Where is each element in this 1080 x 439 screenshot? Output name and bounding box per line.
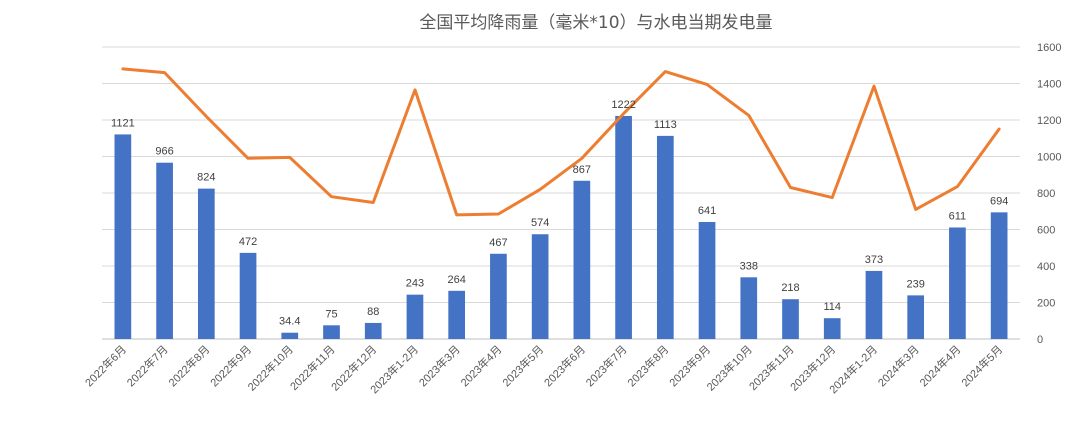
bar-data-label: 34.4 [279,316,300,328]
x-tick-label: 2023年4月 [457,342,504,389]
bar-data-label: 243 [406,278,424,290]
x-tick-label: 2024年3月 [875,342,922,389]
x-tick-label: 2023年8月 [624,342,671,389]
bar-data-label: 239 [907,278,925,290]
bar [740,277,758,339]
bar [156,162,173,339]
bar [698,222,716,339]
bar-data-label: 611 [949,210,967,222]
right-axis-tick-label: 1000 [1037,152,1061,164]
right-axis-tick-label: 200 [1037,298,1055,310]
bar [573,180,591,339]
bar [406,294,424,339]
bar [656,135,674,339]
line-path [121,67,1001,217]
right-axis-tick-label: 400 [1037,261,1055,273]
bar [531,234,549,339]
right-axis-tick-label: 1200 [1037,115,1061,127]
bar [490,253,507,339]
bar-data-label: 218 [781,282,799,294]
bar-data-label: 373 [865,254,883,266]
right-axis-tick-label: 1600 [1037,42,1061,54]
right-axis: 0 200 400 600 800 1000 1200 1400 1600 [1037,42,1061,346]
bar-data-label: 574 [531,217,549,229]
bar [865,270,883,339]
bar [615,115,632,339]
bar-data-label: 966 [155,146,173,158]
line-series [121,67,1001,217]
x-tick-label: 2024年4月 [916,342,963,389]
x-tick-label: 2022年8月 [165,342,212,389]
x-tick-label: 2023年6月 [541,342,588,389]
bar [990,212,1008,339]
x-tick-label: 2022年9月 [207,342,254,389]
bar [823,318,841,339]
bar-data-label: 1113 [654,119,677,131]
right-axis-tick-label: 1400 [1037,79,1061,91]
right-axis-tick-label: 0 [1037,334,1043,346]
right-axis-tick-label: 800 [1037,188,1055,200]
bar-series [114,115,1008,339]
bar-data-label: 867 [573,164,591,176]
x-tick-label: 2023年3月 [416,342,463,389]
bar [907,295,925,339]
bar [364,322,382,339]
bar [448,290,466,339]
bar-data-label: 114 [823,301,841,313]
bar-data-label: 467 [489,237,507,249]
bar [197,188,215,339]
bar-data-label: 75 [325,308,337,320]
bar-data-label: 694 [990,195,1008,207]
bar-data-label: 1222 [611,99,635,111]
bar [323,325,340,339]
right-axis-tick-label: 600 [1037,225,1055,237]
bar-data-label: 338 [740,260,758,272]
data-labels: 1121 966 824 472 34.4 75 88 243 264 467 574 867 1222… [111,99,1008,328]
bar-data-label: 641 [698,205,716,217]
x-axis: 2022年6月2022年7月2022年8月2022年9月2022年10月2022… [82,342,1005,396]
bar [782,299,799,339]
bar-data-label: 1121 [111,117,135,129]
bar [281,332,299,339]
bar-data-label: 472 [239,236,257,248]
x-tick-label: 2022年7月 [124,342,171,389]
x-tick-label: 2024年5月 [958,342,1005,389]
x-tick-label: 2023年7月 [583,342,630,389]
bar [949,227,966,339]
bar-data-label: 824 [197,172,215,184]
bar [114,134,132,339]
bar-data-label: 88 [367,306,379,318]
x-tick-label: 2022年6月 [82,342,129,389]
chart-title: 全国平均降雨量（毫米*10）与水电当期发电量 [419,13,772,33]
bar [239,252,257,339]
bar-data-label: 264 [448,274,466,286]
x-tick-label: 2023年9月 [666,342,713,389]
x-tick-label: 2023年5月 [499,342,546,389]
